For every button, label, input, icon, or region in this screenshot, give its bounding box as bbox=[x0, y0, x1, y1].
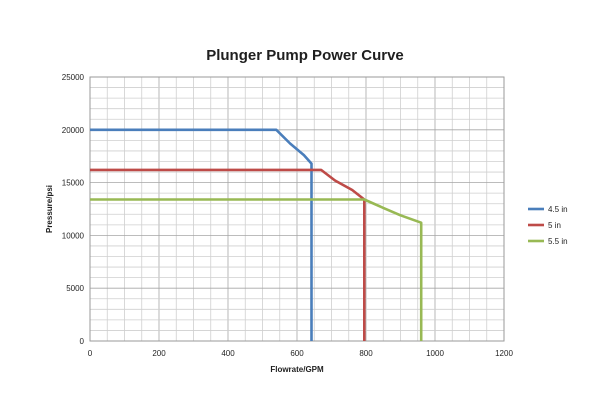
x-axis: 0 200 400 600 800 1000 1200 bbox=[88, 349, 514, 358]
legend-label: 4.5 in bbox=[548, 205, 568, 214]
y-tick-label: 20000 bbox=[62, 126, 85, 135]
y-tick-label: 15000 bbox=[62, 179, 85, 188]
gridlines bbox=[90, 77, 504, 341]
series-line-2 bbox=[90, 168, 366, 341]
legend: 4.5 in 5 in 5.5 in bbox=[528, 205, 568, 246]
y-tick-label: 25000 bbox=[62, 73, 85, 82]
x-tick-label: 1000 bbox=[426, 349, 444, 358]
x-tick-label: 200 bbox=[152, 349, 166, 358]
x-tick-label: 800 bbox=[359, 349, 373, 358]
y-axis-label: Pressure/psi bbox=[45, 185, 54, 233]
legend-label: 5 in bbox=[548, 221, 561, 230]
y-tick-label: 0 bbox=[80, 337, 85, 346]
chart-title: Plunger Pump Power Curve bbox=[206, 47, 404, 64]
plot-area bbox=[89, 76, 505, 342]
y-tick-label: 10000 bbox=[62, 231, 85, 240]
x-tick-label: 0 bbox=[88, 349, 93, 358]
x-axis-label: Flowrate/GPM bbox=[270, 365, 324, 374]
y-axis: 0 5000 10000 15000 20000 25000 bbox=[62, 73, 85, 346]
series-line-3 bbox=[90, 198, 423, 341]
x-tick-label: 1200 bbox=[495, 349, 513, 358]
series-lines bbox=[90, 128, 423, 341]
x-tick-label: 400 bbox=[221, 349, 235, 358]
x-tick-label: 600 bbox=[290, 349, 304, 358]
series-line-1 bbox=[90, 128, 313, 341]
legend-label: 5.5 in bbox=[548, 237, 568, 246]
y-tick-label: 5000 bbox=[66, 284, 84, 293]
